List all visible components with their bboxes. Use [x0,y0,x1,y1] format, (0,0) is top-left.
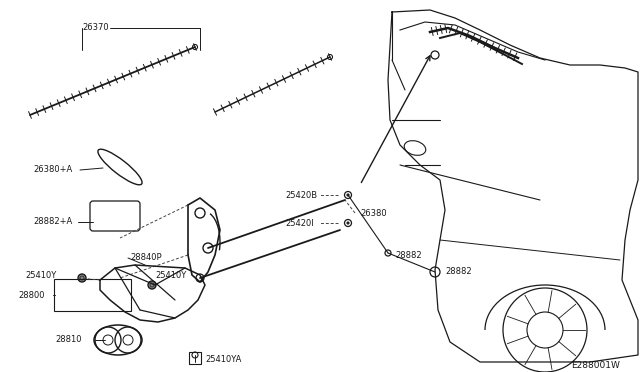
Text: 28800: 28800 [18,291,45,299]
Text: 25420B: 25420B [285,190,317,199]
Circle shape [148,281,156,289]
Text: 25410YA: 25410YA [205,356,241,365]
Circle shape [347,194,349,196]
Text: 25410Y: 25410Y [25,270,56,279]
Text: 28882: 28882 [395,250,422,260]
Text: 25410Y: 25410Y [155,270,186,279]
Text: 28810: 28810 [55,336,81,344]
Text: E288001W: E288001W [571,360,620,369]
Text: 28840P: 28840P [130,253,162,263]
Circle shape [347,222,349,224]
Text: 26370: 26370 [82,23,109,32]
Circle shape [78,274,86,282]
Text: 26380+A: 26380+A [33,166,72,174]
Text: 25420I: 25420I [285,218,314,228]
Text: 26380: 26380 [360,208,387,218]
Text: 28882: 28882 [445,267,472,276]
Text: 28882+A: 28882+A [33,218,72,227]
